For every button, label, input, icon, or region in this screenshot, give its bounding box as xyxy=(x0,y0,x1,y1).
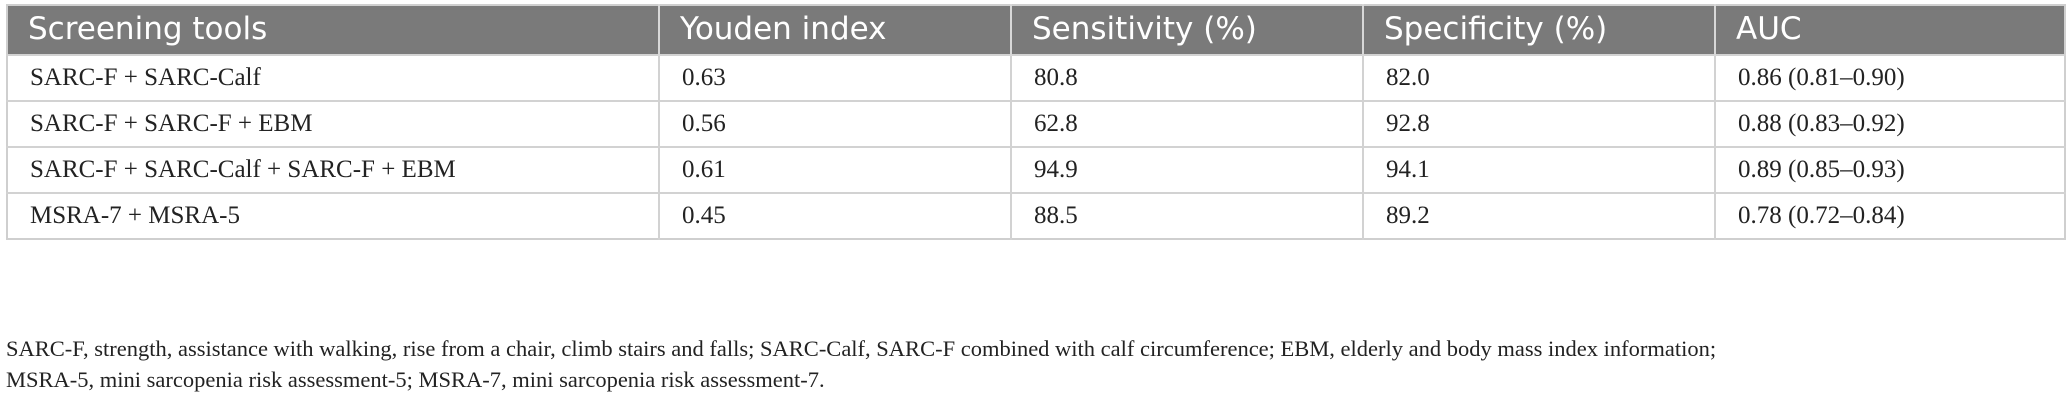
header-auc: AUC xyxy=(1715,5,2065,55)
header-screening-tools: Screening tools xyxy=(7,5,660,55)
table-body: SARC-F + SARC-Calf 0.63 80.8 82.0 0.86 (… xyxy=(7,54,2065,239)
cell-screening-tool: SARC-F + SARC-Calf xyxy=(7,54,660,101)
table-footnote: SARC-F, strength, assistance with walkin… xyxy=(6,333,2062,395)
cell-youden-index: 0.63 xyxy=(659,54,1012,101)
cell-youden-index: 0.56 xyxy=(659,100,1012,147)
cell-sensitivity: 80.8 xyxy=(1011,54,1364,101)
cell-screening-tool: MSRA-7 + MSRA-5 xyxy=(7,192,660,239)
table-header: Screening tools Youden index Sensitivity… xyxy=(7,5,2065,55)
cell-specificity: 94.1 xyxy=(1363,146,1716,193)
cell-screening-tool: SARC-F + SARC-F + EBM xyxy=(7,100,660,147)
table-row: MSRA-7 + MSRA-5 0.45 88.5 89.2 0.78 (0.7… xyxy=(7,192,2065,239)
table-row: SARC-F + SARC-Calf + SARC-F + EBM 0.61 9… xyxy=(7,146,2065,193)
footnote-line: SARC-F, strength, assistance with walkin… xyxy=(6,336,1717,361)
cell-youden-index: 0.45 xyxy=(659,192,1012,239)
cell-sensitivity: 62.8 xyxy=(1011,100,1364,147)
cell-auc: 0.86 (0.81–0.90) xyxy=(1715,54,2065,101)
cell-screening-tool: SARC-F + SARC-Calf + SARC-F + EBM xyxy=(7,146,660,193)
table-row: SARC-F + SARC-Calf 0.63 80.8 82.0 0.86 (… xyxy=(7,54,2065,101)
cell-youden-index: 0.61 xyxy=(659,146,1012,193)
header-row: Screening tools Youden index Sensitivity… xyxy=(7,5,2065,55)
cell-specificity: 92.8 xyxy=(1363,100,1716,147)
screening-tools-table: Screening tools Youden index Sensitivity… xyxy=(6,4,2066,240)
cell-specificity: 89.2 xyxy=(1363,192,1716,239)
cell-sensitivity: 88.5 xyxy=(1011,192,1364,239)
header-sensitivity: Sensitivity (%) xyxy=(1011,5,1364,55)
cell-specificity: 82.0 xyxy=(1363,54,1716,101)
table-row: SARC-F + SARC-F + EBM 0.56 62.8 92.8 0.8… xyxy=(7,100,2065,147)
cell-auc: 0.78 (0.72–0.84) xyxy=(1715,192,2065,239)
cell-sensitivity: 94.9 xyxy=(1011,146,1364,193)
footnote-line: MSRA-5, mini sarcopenia risk assessment-… xyxy=(6,367,825,392)
cell-auc: 0.88 (0.83–0.92) xyxy=(1715,100,2065,147)
header-youden-index: Youden index xyxy=(659,5,1012,55)
cell-auc: 0.89 (0.85–0.93) xyxy=(1715,146,2065,193)
header-specificity: Specificity (%) xyxy=(1363,5,1716,55)
results-table-container: Screening tools Youden index Sensitivity… xyxy=(6,4,2066,240)
